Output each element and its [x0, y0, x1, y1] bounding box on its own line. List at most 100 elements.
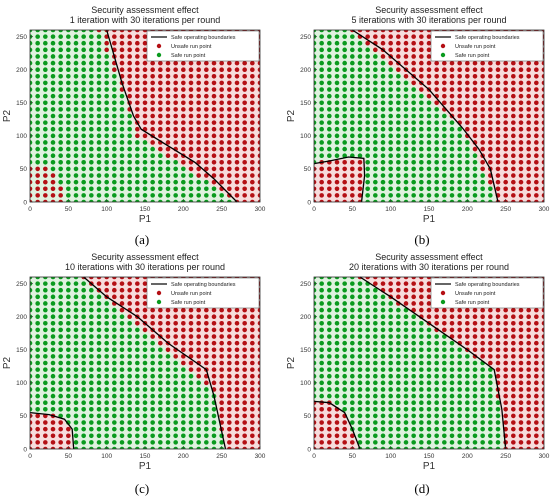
safe-run-point	[495, 407, 501, 412]
safe-run-point	[127, 433, 132, 439]
safe-run-point	[188, 413, 194, 419]
unsafe-run-point	[234, 179, 240, 185]
safe-run-point	[127, 120, 132, 125]
unsafe-run-point	[234, 407, 240, 412]
safe-run-point	[342, 277, 347, 280]
safe-run-point	[350, 400, 355, 405]
safe-run-point	[488, 433, 493, 439]
safe-run-point	[150, 426, 155, 432]
y-tick-label: 0	[23, 446, 27, 453]
unsafe-run-point	[442, 327, 447, 333]
safe-run-point	[357, 420, 363, 425]
safe-run-point	[319, 354, 324, 359]
safe-run-point	[357, 340, 363, 346]
safe-run-point	[96, 193, 102, 198]
safe-run-point	[350, 334, 355, 339]
x-axis-label: P1	[423, 461, 436, 472]
unsafe-run-point	[511, 433, 516, 439]
safe-run-point	[314, 126, 317, 132]
unsafe-run-point	[357, 179, 363, 185]
safe-run-point	[188, 400, 194, 405]
safe-run-point	[373, 393, 378, 399]
unsafe-run-point	[541, 87, 544, 92]
safe-run-point	[89, 373, 94, 379]
safe-run-point	[380, 113, 386, 119]
chart-title: Security assessment effect	[375, 5, 483, 15]
safe-run-point	[89, 327, 94, 333]
unsafe-run-point	[234, 380, 240, 386]
safe-run-point	[350, 80, 355, 86]
unsafe-run-point	[472, 334, 478, 339]
safe-run-point	[96, 301, 102, 306]
safe-run-point	[342, 407, 347, 412]
safe-run-point	[81, 193, 86, 198]
unsafe-run-point	[503, 173, 508, 178]
safe-run-point	[135, 367, 140, 372]
safe-run-point	[96, 133, 102, 139]
safe-run-point	[135, 446, 140, 449]
safe-run-point	[472, 179, 478, 185]
unsafe-run-point	[227, 387, 232, 392]
unsafe-run-point	[480, 140, 485, 145]
safe-run-point	[327, 294, 332, 300]
safe-run-point	[58, 347, 63, 353]
safe-run-point	[150, 347, 155, 353]
safe-run-point	[419, 153, 424, 158]
unsafe-run-point	[541, 393, 544, 399]
unsafe-run-point	[503, 60, 508, 66]
unsafe-run-point	[350, 166, 355, 172]
unsafe-run-point	[518, 179, 524, 185]
unsafe-run-point	[211, 340, 217, 346]
unsafe-run-point	[518, 400, 524, 405]
unsafe-run-point	[257, 367, 260, 372]
safe-run-point	[73, 160, 79, 165]
unsafe-run-point	[257, 93, 260, 99]
safe-run-point	[403, 340, 409, 346]
safe-run-point	[73, 126, 79, 132]
unsafe-run-point	[211, 327, 217, 333]
safe-run-point	[396, 400, 401, 405]
unsafe-run-point	[188, 126, 194, 132]
legend-box	[146, 277, 260, 309]
safe-run-point	[465, 367, 470, 372]
unsafe-run-point	[511, 74, 516, 79]
safe-run-point	[314, 146, 317, 152]
safe-run-point	[350, 107, 355, 112]
safe-run-point	[373, 107, 378, 112]
safe-run-point	[403, 146, 409, 152]
unsafe-run-point	[472, 340, 478, 346]
unsafe-run-point	[227, 80, 232, 86]
safe-run-point	[35, 380, 40, 386]
safe-run-point	[150, 153, 155, 158]
safe-run-point	[342, 146, 347, 152]
safe-run-point	[365, 327, 370, 333]
unsafe-run-point	[526, 380, 531, 386]
unsafe-run-point	[127, 287, 132, 293]
safe-run-point	[35, 60, 40, 66]
unsafe-run-point	[518, 67, 524, 72]
unsafe-region-fill	[314, 401, 360, 449]
safe-run-point	[119, 387, 125, 392]
safe-run-point	[342, 373, 347, 379]
unsafe-run-point	[211, 307, 217, 313]
unsafe-run-point	[526, 60, 531, 66]
safe-run-point	[411, 314, 416, 319]
safe-run-point	[403, 354, 409, 359]
unsafe-run-point	[242, 347, 247, 353]
safe-run-point	[457, 426, 462, 432]
safe-run-point	[350, 347, 355, 353]
safe-run-point	[127, 393, 132, 399]
safe-run-point	[181, 193, 186, 198]
safe-run-point	[465, 360, 470, 366]
safe-run-point	[365, 160, 370, 165]
unsafe-run-point	[541, 179, 544, 185]
safe-run-point	[350, 301, 355, 306]
safe-run-point	[411, 166, 416, 172]
unsafe-run-point	[357, 166, 363, 172]
safe-run-point	[472, 199, 478, 202]
safe-run-point	[173, 199, 178, 202]
safe-run-point	[403, 179, 409, 185]
unsafe-run-point	[503, 153, 508, 158]
safe-run-point	[342, 321, 347, 326]
unsafe-run-point	[396, 67, 401, 72]
